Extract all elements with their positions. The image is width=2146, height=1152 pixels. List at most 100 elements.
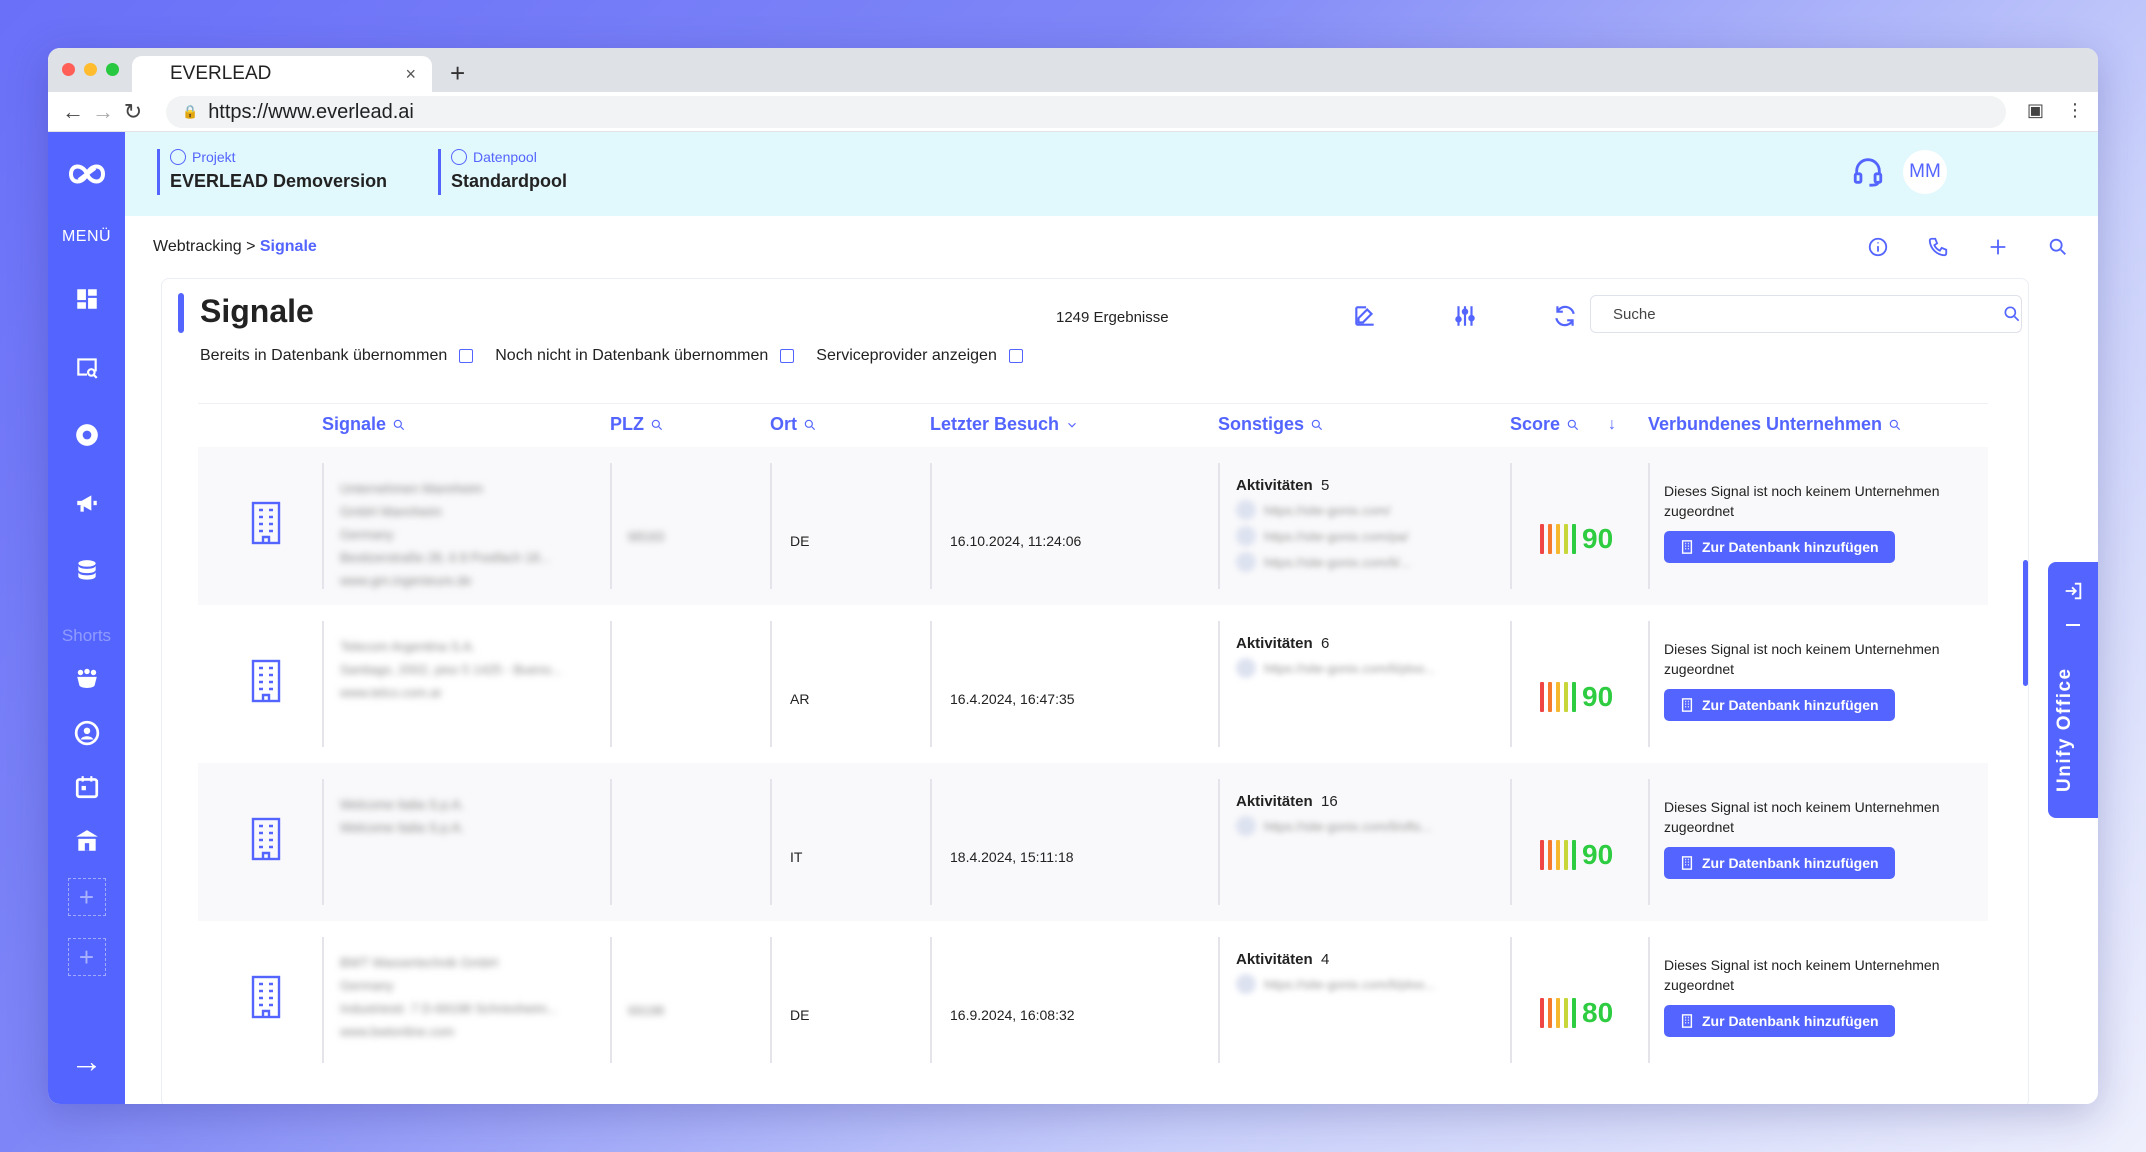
phone-icon[interactable] — [1927, 236, 1949, 258]
score-cell: 90 — [1510, 621, 1648, 747]
add-to-database-button[interactable]: Zur Datenbank hinzufügen — [1664, 1005, 1895, 1037]
table-row[interactable]: Unternehmen Mannheim GmbH Mannheim Germany… — [198, 447, 1988, 605]
search-icon[interactable] — [2047, 236, 2069, 258]
search-icon[interactable] — [1566, 418, 1580, 432]
sort-arrow-icon[interactable]: ↓ — [1608, 415, 1617, 433]
activity-link[interactable]: https://site-gonix.com/li/ploo... — [1236, 974, 1510, 994]
col-sonstiges[interactable]: Sonstiges — [1218, 414, 1324, 435]
tab-close-icon[interactable]: × — [405, 63, 416, 84]
kebab-menu-icon[interactable]: ⋮ — [2066, 100, 2084, 120]
back-icon[interactable]: ← — [62, 98, 84, 124]
search-icon[interactable] — [1310, 418, 1324, 432]
company-detail: Welcome Italia S.p.A. — [340, 820, 465, 835]
plus-icon[interactable] — [1987, 236, 2009, 258]
login-icon[interactable] — [2062, 580, 2084, 602]
company-cell: Dieses Signal ist noch keinem Unternehme… — [1648, 621, 1988, 747]
avatar[interactable]: MM — [1903, 150, 1947, 194]
reload-icon[interactable]: ↻ — [123, 98, 143, 124]
add-short-button-2[interactable]: + — [67, 938, 106, 976]
signal-company-cell[interactable]: BWT Wassertechnik GmbH Germany Industriest… — [322, 937, 610, 1063]
signal-company-cell[interactable]: Telecom Argentina S.A. Santiago, 2002, pi… — [322, 621, 610, 747]
add-to-database-button[interactable]: Zur Datenbank hinzufügen — [1664, 531, 1895, 563]
score-value: 90 — [1582, 523, 1614, 554]
aperture-icon[interactable] — [72, 420, 102, 450]
support-agent-icon[interactable] — [72, 718, 102, 748]
new-tab-button[interactable]: + — [450, 58, 466, 88]
company-detail: www.telco.com.ar — [340, 685, 442, 700]
company-detail: Germany — [340, 527, 394, 542]
search-icon[interactable] — [650, 418, 664, 432]
activity-link[interactable]: https://site-gonix.com/li/... — [1236, 552, 1510, 572]
score-bars — [1540, 998, 1576, 1028]
col-score[interactable]: Score ↓ — [1510, 414, 1617, 434]
dashboard-icon[interactable] — [72, 284, 102, 314]
col-ort[interactable]: Ort — [770, 414, 817, 435]
col-letzter-besuch[interactable]: Letzter Besuch — [930, 414, 1079, 435]
search-input[interactable]: Suche — [1590, 295, 2022, 333]
activity-link[interactable]: https://site-gonix.com/ — [1236, 500, 1510, 520]
activity-link[interactable]: https://site-gonix.com/li/ploo... — [1236, 658, 1510, 678]
maximize-window-button[interactable] — [106, 63, 119, 76]
score-cell: 90 — [1510, 779, 1648, 905]
close-window-button[interactable] — [62, 63, 75, 76]
sonstiges-cell: Aktivitäten 4 https://site-gonix.com/li/p… — [1218, 937, 1510, 1063]
aktivitaeten-count: 6 — [1321, 635, 1330, 652]
activity-link[interactable]: https://site-gonix.com/li/ofts... — [1236, 816, 1510, 836]
score-bars — [1540, 682, 1576, 712]
checkbox[interactable] — [1008, 349, 1023, 363]
table-row[interactable]: BWT Wassertechnik GmbH Germany Industriest… — [198, 921, 1988, 1079]
image-search-icon[interactable] — [72, 352, 102, 382]
project-header: Projekt EVERLEAD Demoversion Datenpool S… — [125, 132, 2098, 216]
building-icon[interactable] — [72, 826, 102, 856]
search-icon[interactable] — [392, 418, 406, 432]
team-icon[interactable] — [72, 664, 102, 694]
headset-icon[interactable] — [1851, 154, 1885, 188]
megaphone-icon[interactable] — [72, 488, 102, 518]
filter-serviceprovider[interactable]: Serviceprovider anzeigen — [816, 347, 1023, 365]
table-scrollbar[interactable] — [2023, 560, 2028, 686]
signal-company-cell[interactable]: Unternehmen Mannheim GmbH Mannheim Germany… — [322, 463, 610, 589]
menu-label[interactable]: MENÜ — [61, 228, 112, 245]
add-to-database-button[interactable]: Zur Datenbank hinzufügen — [1664, 847, 1895, 879]
refresh-icon[interactable] — [1552, 303, 1578, 329]
forward-icon[interactable]: → — [92, 98, 114, 124]
minimize-window-button[interactable] — [84, 63, 97, 76]
address-bar[interactable]: 🔒 https://www.everlead.ai — [166, 96, 2006, 128]
col-verbundenes[interactable]: Verbundenes Unternehmen — [1648, 414, 1902, 435]
unify-office-panel[interactable]: Unify Office — [2048, 562, 2098, 818]
table-row[interactable]: Telecom Argentina S.A. Santiago, 2002, pi… — [198, 605, 1988, 763]
score-bar — [1540, 840, 1544, 870]
breadcrumb-parent[interactable]: Webtracking — [153, 238, 242, 255]
col-plz[interactable]: PLZ — [610, 414, 664, 435]
datapool-selector[interactable]: Datenpool Standardpool — [438, 149, 567, 195]
activity-link[interactable]: https://site-gonix.com/pa/ — [1236, 526, 1510, 546]
calendar-icon[interactable] — [72, 772, 102, 802]
score-cell: 90 — [1510, 463, 1648, 589]
checkbox[interactable] — [780, 349, 795, 363]
filter-in-db[interactable]: Bereits in Datenbank übernommen — [200, 347, 474, 365]
ort-value: DE — [790, 533, 810, 549]
signal-company-cell[interactable]: Welcome Italia S.p.A. Welcome Italia S.p.… — [322, 779, 610, 905]
table-row[interactable]: Welcome Italia S.p.A. Welcome Italia S.p.… — [198, 763, 1988, 921]
search-icon[interactable] — [2002, 304, 2022, 324]
add-to-database-button[interactable]: Zur Datenbank hinzufügen — [1664, 689, 1895, 721]
last-visit-cell: 16.4.2024, 16:47:35 — [930, 621, 1218, 747]
database-icon[interactable] — [72, 556, 102, 586]
search-icon[interactable] — [803, 418, 817, 432]
info-icon[interactable] — [1867, 236, 1889, 258]
profile-icon[interactable]: ▣ — [2026, 100, 2044, 120]
filter-not-in-db[interactable]: Noch nicht in Datenbank übernommen — [495, 347, 795, 365]
building-icon — [248, 659, 284, 703]
everlead-logo-icon[interactable] — [61, 154, 113, 194]
expand-sidebar-icon[interactable]: → — [70, 1043, 103, 1079]
add-short-button[interactable]: + — [67, 878, 106, 916]
chevron-down-icon[interactable] — [1065, 418, 1079, 432]
filter-sliders-icon[interactable] — [1452, 303, 1478, 329]
edit-icon[interactable] — [1352, 303, 1378, 329]
col-signale[interactable]: Signale — [322, 414, 406, 435]
project-selector[interactable]: Projekt EVERLEAD Demoversion — [157, 149, 387, 195]
checkbox[interactable] — [459, 349, 474, 363]
search-icon[interactable] — [1888, 418, 1902, 432]
browser-tab[interactable]: EVERLEAD × — [132, 56, 432, 92]
sonstiges-cell: Aktivitäten 16 https://site-gonix.com/li/… — [1218, 779, 1510, 905]
